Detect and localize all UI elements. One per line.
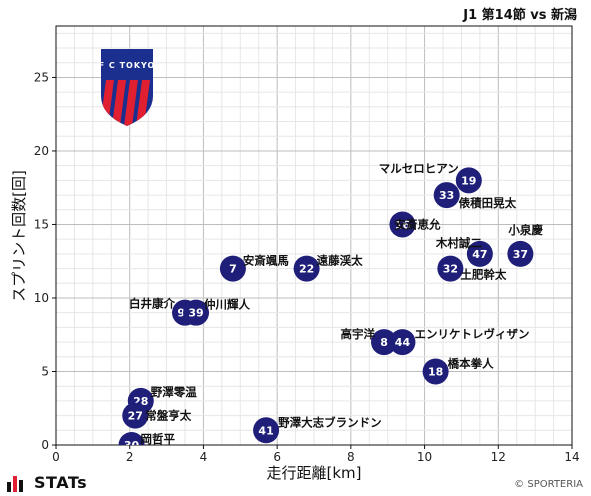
x-tick-label: 4 — [200, 450, 208, 464]
point-number-19: 19 — [461, 174, 476, 187]
data-point-19 — [455, 167, 482, 194]
point-number-22: 22 — [299, 263, 314, 276]
point-number-39: 39 — [188, 307, 203, 320]
data-point-47 — [466, 240, 493, 267]
y-tick-label: 15 — [34, 217, 49, 231]
x-tick-label: 0 — [52, 450, 60, 464]
player-name-7: 安斎颯馬 — [243, 254, 289, 268]
x-tick-label: 10 — [417, 450, 432, 464]
data-point-27 — [122, 402, 149, 429]
player-name-8: 高宇洋 — [341, 327, 376, 341]
axis-ticks: 0 2 4 6 8 10 12 14 0 5 10 15 20 25 — [34, 70, 580, 464]
plot-frame — [55, 25, 573, 446]
data-point-7 — [219, 255, 246, 282]
y-tick-label: 20 — [34, 144, 49, 158]
point-number-32: 32 — [443, 263, 458, 276]
player-name-39: 仲川輝人 — [204, 298, 250, 312]
data-point-22 — [293, 255, 320, 282]
data-point-33 — [433, 182, 460, 209]
data-point-18 — [422, 358, 449, 385]
player-name-16: 安斎恵允 — [394, 217, 440, 231]
point-number-8: 8 — [380, 336, 388, 349]
y-tick-label: 25 — [34, 70, 49, 84]
stats-brand-text: STATs — [34, 473, 88, 492]
y-tick-label: 5 — [41, 364, 49, 378]
y-tick-label: 0 — [41, 438, 49, 452]
data-point-44 — [389, 329, 416, 356]
player-name-33: 俵積田晃太 — [459, 196, 517, 210]
point-number-18: 18 — [428, 365, 443, 378]
y-tick-label: 10 — [34, 291, 49, 305]
data-point-37 — [507, 240, 534, 267]
data-point-16 — [389, 211, 416, 238]
data-point-30 — [118, 432, 145, 445]
credit-text: © SPORTERIA — [514, 479, 583, 490]
player-name-22: 遠藤渓太 — [317, 254, 363, 268]
x-tick-label: 8 — [347, 450, 355, 464]
player-name-32: 土肥幹太 — [460, 268, 506, 282]
player-name-99: 白井康介 — [129, 297, 175, 311]
point-number-44: 44 — [395, 336, 411, 349]
data-point-8 — [371, 329, 398, 356]
data-point-39 — [183, 299, 210, 326]
badge-text: F C TOKYO — [99, 61, 156, 70]
point-number-47: 47 — [472, 248, 487, 261]
x-tick-label: 14 — [564, 450, 579, 464]
point-number-7: 7 — [229, 263, 237, 276]
player-name-30: 岡哲平 — [141, 432, 176, 446]
player-name-18: 橋本拳人 — [448, 356, 494, 370]
x-tick-label: 12 — [491, 450, 506, 464]
club-badge: F C TOKYO — [99, 49, 156, 126]
point-number-33: 33 — [439, 189, 454, 202]
match-title: J1 第14節 vs 新潟 — [463, 8, 577, 23]
data-point-41 — [253, 417, 280, 444]
player-name-19: マルセロヒアン — [379, 161, 459, 175]
x-tick-label: 6 — [273, 450, 281, 464]
player-name-28: 野澤零温 — [151, 385, 197, 399]
player-name-41: 野澤大志ブランドン — [278, 415, 382, 429]
point-number-30: 30 — [124, 439, 140, 452]
data-point-32 — [437, 255, 464, 282]
point-number-27: 27 — [128, 410, 143, 423]
stats-brand: STATs — [6, 473, 87, 492]
x-axis-title: 走行距離[km] — [266, 464, 361, 482]
stats-logo-icon — [7, 475, 23, 492]
data-points: 19331637473272299398441828273041 — [118, 167, 534, 452]
player-name-47: 木村誠二 — [435, 236, 482, 250]
point-number-16: 16 — [395, 218, 411, 231]
y-axis-title: スプリント回数[回] — [10, 170, 28, 302]
player-name-37: 小泉慶 — [507, 223, 543, 237]
x-tick-label: 2 — [126, 450, 134, 464]
point-number-37: 37 — [513, 248, 528, 261]
player-name-27: 常盤亨太 — [145, 409, 191, 423]
player-name-44: エンリケトレヴィザン — [414, 327, 529, 341]
point-number-41: 41 — [258, 424, 273, 437]
